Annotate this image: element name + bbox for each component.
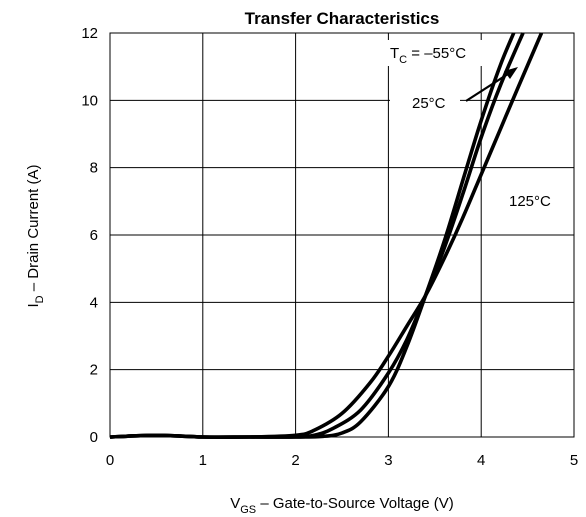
y-tick-label: 4 xyxy=(90,294,98,311)
series-line-2 xyxy=(109,32,544,440)
chart-title: Transfer Characteristics xyxy=(245,9,440,28)
annotation-bg-tc xyxy=(387,40,487,66)
y-tick-label: 10 xyxy=(81,92,98,109)
annotation-tc-55: TC = –55°C xyxy=(390,45,466,66)
x-axis-label: VGS – Gate-to-Source Voltage (V) xyxy=(230,495,454,516)
x-tick-label: 2 xyxy=(291,452,299,469)
annotation-125c: 125°C xyxy=(509,193,551,210)
y-tick-label: 2 xyxy=(90,362,98,379)
x-tick-label: 4 xyxy=(477,452,485,469)
x-tick-label: 0 xyxy=(106,452,114,469)
annotation-25c: 25°C xyxy=(412,95,446,112)
annotation-arrow xyxy=(465,71,512,102)
x-tick-label: 3 xyxy=(384,452,392,469)
y-tick-label: 6 xyxy=(90,227,98,244)
y-tick-label: 0 xyxy=(90,429,98,446)
y-tick-label: 12 xyxy=(81,25,98,42)
y-tick-labels: 0 2 4 6 8 10 12 xyxy=(81,25,98,446)
annotation-bg-25 xyxy=(390,88,460,118)
series-lines xyxy=(109,32,544,440)
annotation-arrowhead xyxy=(504,67,518,79)
annotation-bg-125 xyxy=(487,185,573,215)
y-axis-label: ID – Drain Current (A) xyxy=(25,165,46,308)
x-tick-labels: 0 1 2 3 4 5 xyxy=(106,452,578,469)
x-tick-label: 5 xyxy=(570,452,578,469)
grid xyxy=(109,32,575,438)
y-tick-label: 8 xyxy=(90,160,98,177)
x-tick-label: 1 xyxy=(199,452,207,469)
